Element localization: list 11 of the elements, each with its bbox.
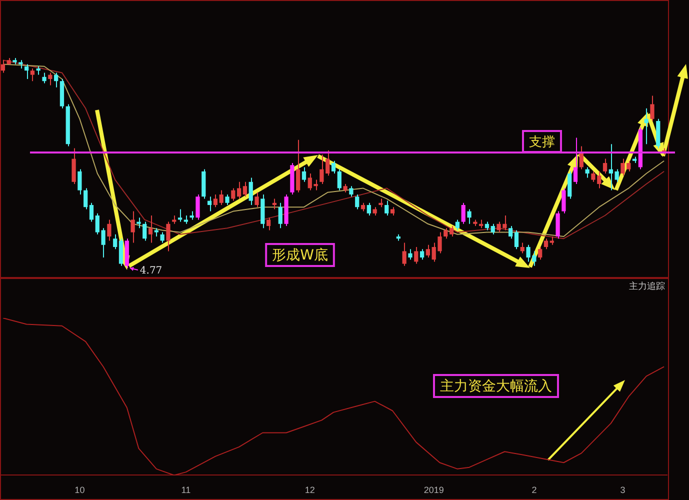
- x-tick-label: 12: [304, 485, 315, 496]
- annotation: 4.77: [140, 266, 162, 277]
- ref-line-label: 支撑: [529, 134, 555, 150]
- x-tick-label: 3: [620, 485, 626, 496]
- annotation: 形成W底: [272, 248, 328, 264]
- x-tick-label: 2019: [424, 485, 444, 496]
- chart-title: 主力追踪: [629, 280, 665, 292]
- x-tick-label: 11: [181, 485, 191, 496]
- x-tick-label: 10: [74, 485, 85, 496]
- x-tick-label: 2: [532, 485, 537, 496]
- annotation: 主力资金大幅流入: [440, 378, 552, 395]
